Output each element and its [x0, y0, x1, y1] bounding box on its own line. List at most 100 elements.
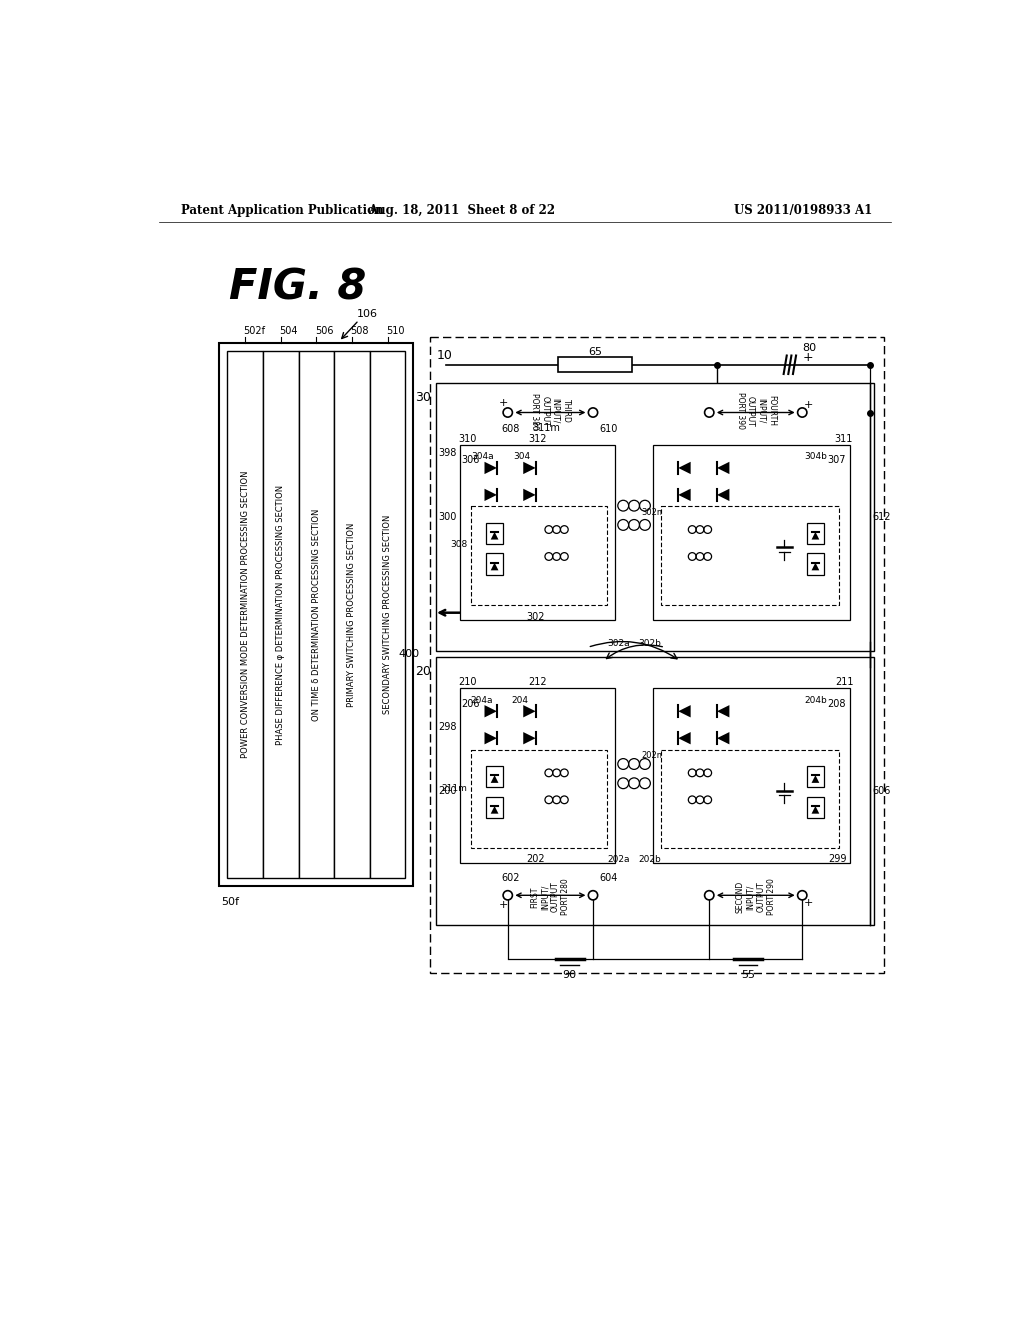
- Text: 202m: 202m: [641, 751, 665, 760]
- Text: +: +: [804, 898, 813, 908]
- Polygon shape: [717, 462, 729, 474]
- Polygon shape: [490, 807, 499, 813]
- Bar: [653, 445, 850, 620]
- Bar: [299, 351, 334, 878]
- Text: 602: 602: [502, 874, 520, 883]
- Text: 202b: 202b: [638, 854, 660, 863]
- Bar: [807, 766, 824, 788]
- Text: 606: 606: [872, 785, 891, 796]
- Polygon shape: [484, 462, 497, 474]
- Polygon shape: [678, 733, 690, 744]
- Text: 204: 204: [512, 696, 528, 705]
- Bar: [263, 351, 299, 878]
- Polygon shape: [678, 705, 690, 718]
- Bar: [334, 351, 370, 878]
- Text: +: +: [804, 400, 813, 409]
- Text: 10: 10: [436, 350, 453, 363]
- Bar: [807, 797, 824, 818]
- Text: +: +: [499, 399, 509, 408]
- Text: PRIMARY SWITCHING PROCESSING SECTION: PRIMARY SWITCHING PROCESSING SECTION: [347, 523, 356, 706]
- Text: 204a: 204a: [470, 696, 493, 705]
- Text: 299: 299: [828, 854, 847, 865]
- Text: 300: 300: [438, 512, 457, 523]
- Bar: [460, 688, 614, 863]
- Bar: [219, 343, 414, 886]
- Bar: [227, 351, 263, 878]
- Text: SECOND
INPUT/
OUTPUT
PORT 290: SECOND INPUT/ OUTPUT PORT 290: [735, 878, 776, 915]
- Bar: [471, 507, 607, 605]
- Bar: [436, 657, 873, 924]
- Polygon shape: [490, 532, 499, 540]
- Bar: [662, 507, 839, 605]
- Text: 504: 504: [280, 326, 298, 335]
- Bar: [460, 445, 614, 620]
- Text: 302a: 302a: [607, 639, 630, 648]
- Text: 202a: 202a: [538, 751, 558, 760]
- Text: 80: 80: [802, 343, 816, 352]
- Text: 55: 55: [741, 970, 755, 979]
- Text: 212: 212: [528, 677, 547, 686]
- Text: 308: 308: [451, 540, 467, 549]
- Text: FIG. 8: FIG. 8: [228, 267, 367, 309]
- Text: 400: 400: [398, 649, 420, 659]
- Bar: [486, 766, 503, 788]
- Text: 302a: 302a: [538, 508, 558, 517]
- Bar: [486, 797, 503, 818]
- Bar: [486, 553, 503, 576]
- Bar: [662, 750, 839, 847]
- Polygon shape: [490, 562, 499, 570]
- Text: US 2011/0198933 A1: US 2011/0198933 A1: [734, 205, 872, 218]
- Polygon shape: [484, 488, 497, 502]
- Text: 506: 506: [314, 326, 333, 335]
- Polygon shape: [523, 488, 536, 502]
- Text: 610: 610: [599, 425, 617, 434]
- Bar: [558, 358, 632, 372]
- Polygon shape: [484, 705, 497, 718]
- Text: 312: 312: [528, 434, 547, 444]
- Text: 206: 206: [461, 698, 480, 709]
- Text: FOURTH
INPUT/
OUTPUT
PORT 390: FOURTH INPUT/ OUTPUT PORT 390: [735, 392, 776, 429]
- Text: SECONDARY SWITCHING PROCESSING SECTION: SECONDARY SWITCHING PROCESSING SECTION: [383, 515, 392, 714]
- Polygon shape: [812, 532, 819, 540]
- Text: 604: 604: [599, 874, 617, 883]
- Text: 311m: 311m: [532, 422, 560, 433]
- Bar: [471, 750, 607, 847]
- Polygon shape: [678, 462, 690, 474]
- Bar: [436, 383, 873, 651]
- Text: Aug. 18, 2011  Sheet 8 of 22: Aug. 18, 2011 Sheet 8 of 22: [368, 205, 555, 218]
- Text: 307m: 307m: [475, 508, 500, 517]
- Text: 202: 202: [526, 854, 545, 865]
- Text: PHASE DIFFERENCE φ DETERMINATION PROCESSING SECTION: PHASE DIFFERENCE φ DETERMINATION PROCESS…: [276, 484, 285, 744]
- Bar: [653, 688, 850, 863]
- Text: 311: 311: [835, 434, 853, 444]
- Polygon shape: [812, 562, 819, 570]
- Text: +: +: [802, 351, 813, 363]
- Text: 65: 65: [588, 347, 602, 358]
- Text: 302m: 302m: [641, 508, 665, 517]
- Polygon shape: [717, 733, 729, 744]
- Text: 202b: 202b: [681, 751, 701, 760]
- Text: 207m: 207m: [475, 751, 500, 760]
- Text: 508: 508: [350, 326, 369, 335]
- Polygon shape: [812, 775, 819, 783]
- Text: 204b: 204b: [804, 696, 826, 705]
- Text: +: +: [499, 899, 509, 909]
- Text: 211m: 211m: [441, 784, 467, 793]
- Text: 302b: 302b: [638, 639, 660, 648]
- Text: 208: 208: [827, 698, 846, 709]
- Text: 304b: 304b: [804, 451, 826, 461]
- Polygon shape: [678, 488, 690, 502]
- Text: 304a: 304a: [472, 451, 495, 461]
- Polygon shape: [490, 775, 499, 783]
- Text: 210: 210: [458, 677, 476, 686]
- Text: 30: 30: [415, 391, 431, 404]
- Polygon shape: [484, 733, 497, 744]
- Text: 307: 307: [827, 455, 846, 465]
- Bar: [807, 553, 824, 576]
- Text: 608: 608: [502, 425, 520, 434]
- Text: 304: 304: [513, 451, 530, 461]
- Text: 20: 20: [415, 665, 431, 678]
- Text: THIRD
INPUT/
OUTPUT
PORT 380: THIRD INPUT/ OUTPUT PORT 380: [530, 392, 570, 429]
- Text: 612: 612: [872, 512, 891, 523]
- Polygon shape: [812, 807, 819, 813]
